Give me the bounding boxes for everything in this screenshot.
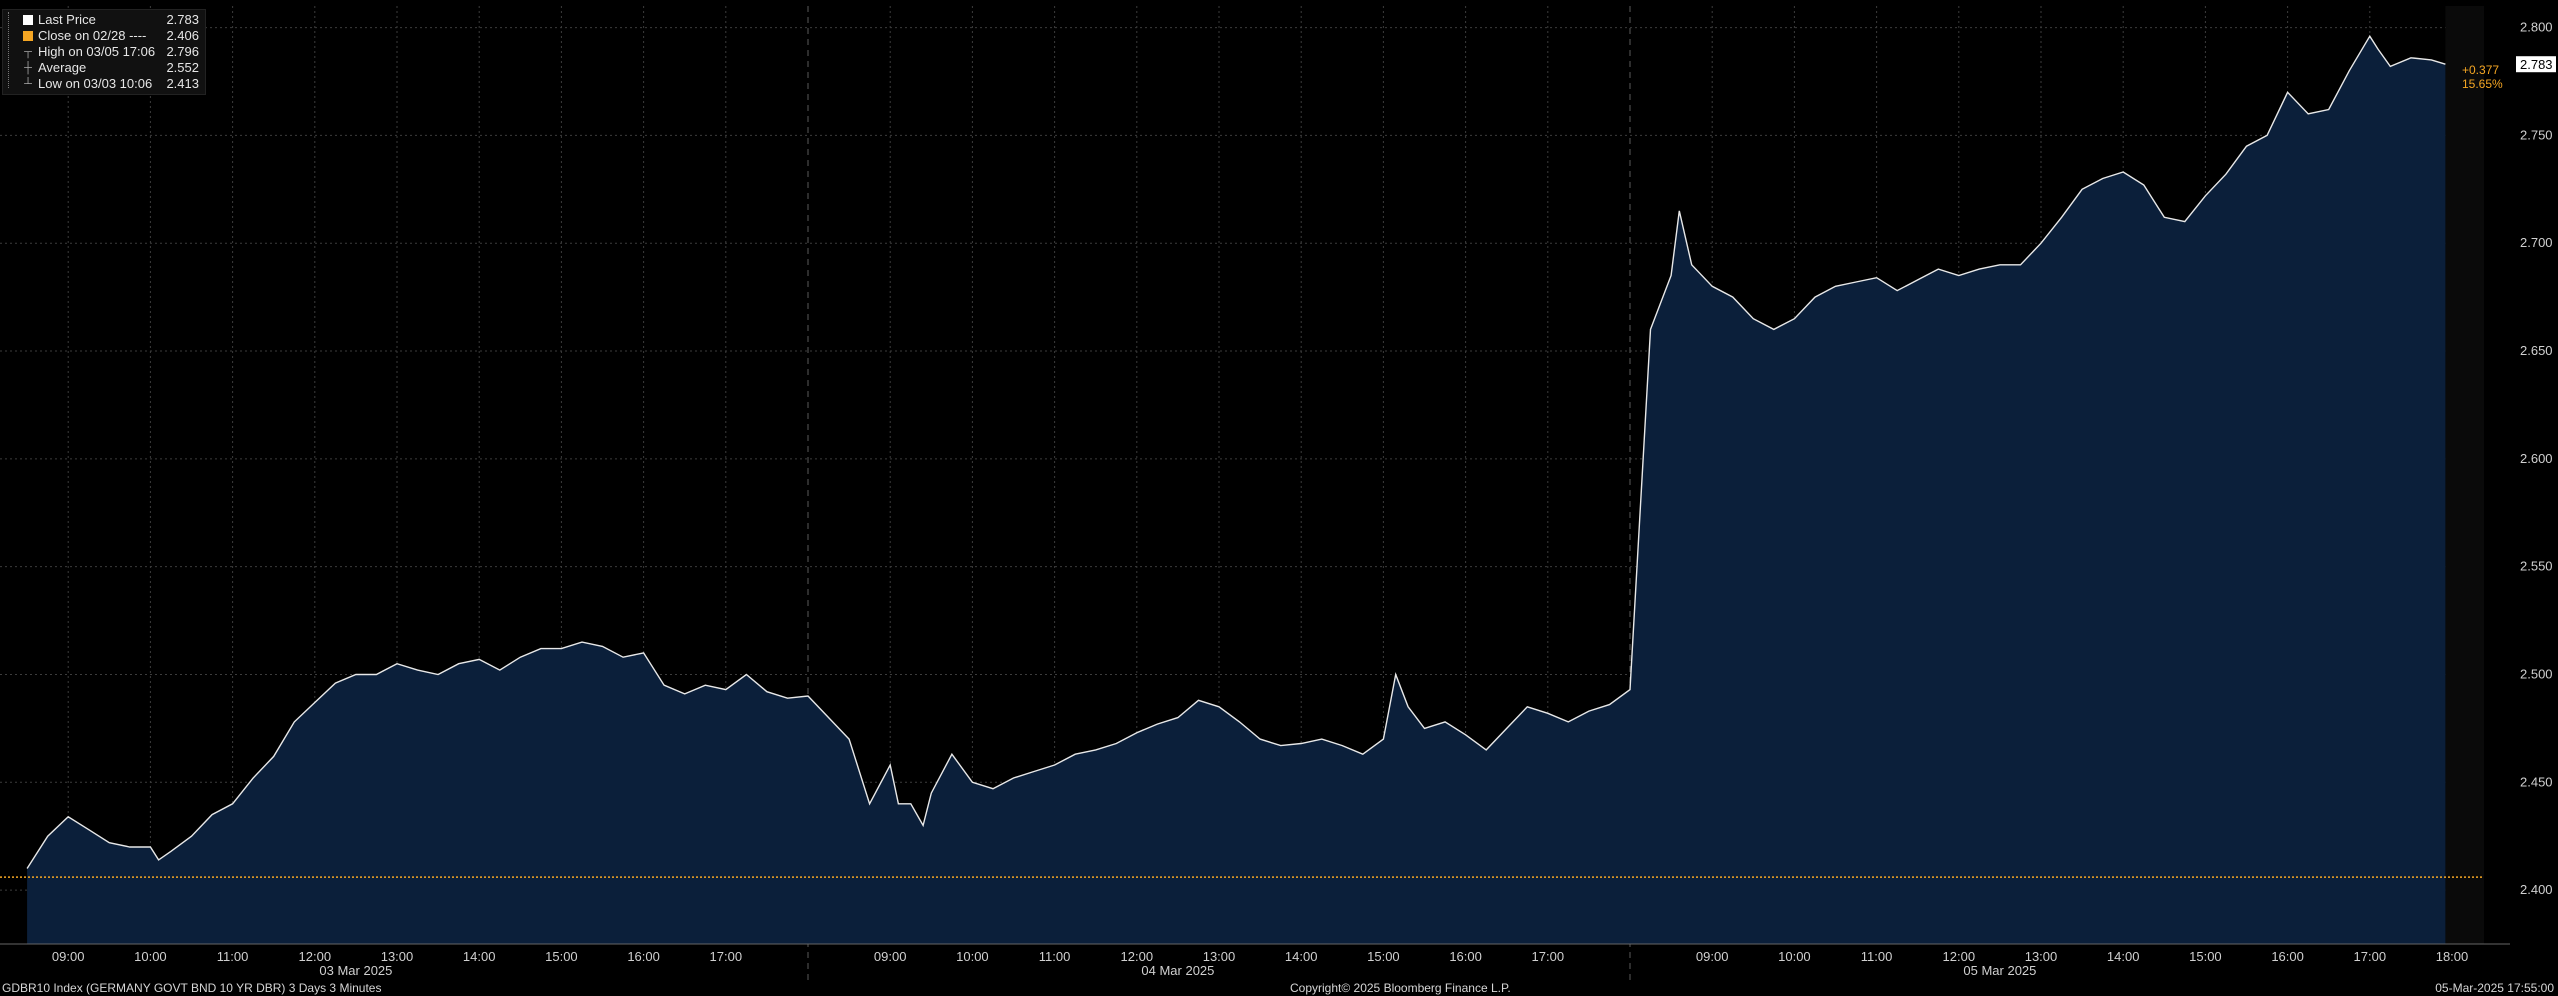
legend-item-last-price[interactable]: Last Price 2.783 <box>3 12 205 28</box>
legend-item-low[interactable]: ┴ Low on 03/03 10:06 2.413 <box>3 76 205 92</box>
y-tick-label: 2.550 <box>2520 559 2553 574</box>
last-price-tag-bg <box>2516 56 2556 73</box>
x-tick-label: 11:00 <box>1861 949 1893 964</box>
y-tick-label: 2.750 <box>2520 127 2553 142</box>
x-tick-label: 13:00 <box>1203 949 1236 964</box>
last-price-tag: 2.783 <box>2520 57 2553 72</box>
price-area <box>27 36 2446 944</box>
x-tick-label: 14:00 <box>2107 949 2140 964</box>
x-tick-label: 10:00 <box>956 949 989 964</box>
footer-copyright: Copyright© 2025 Bloomberg Finance L.P. <box>1290 981 1511 995</box>
price-line <box>26 34 2446 869</box>
footer-security-description: GDBR10 Index (GERMANY GOVT BND 10 YR DBR… <box>2 981 382 995</box>
y-tick-label: 2.800 <box>2520 20 2553 35</box>
y-tick-label: 2.600 <box>2520 451 2553 466</box>
x-tick-label: 09:00 <box>874 949 907 964</box>
y-tick-label: 2.700 <box>2520 235 2553 250</box>
x-tick-label: 15:00 <box>545 949 578 964</box>
y-tick-label: 2.400 <box>2520 882 2553 897</box>
x-date-label: 05 Mar 2025 <box>1963 963 2036 978</box>
average-marker-icon: ┼ <box>24 62 32 74</box>
x-tick-label: 11:00 <box>1039 949 1071 964</box>
x-date-label: 03 Mar 2025 <box>319 963 392 978</box>
x-tick-label: 13:00 <box>2025 949 2058 964</box>
x-tick-label: 11:00 <box>217 949 249 964</box>
x-tick-label: 12:00 <box>1121 949 1154 964</box>
y-tick-label: 2.500 <box>2520 666 2553 681</box>
future-region <box>2445 6 2484 944</box>
orange-square-icon <box>23 31 33 41</box>
footer-timestamp: 05-Mar-2025 17:55:00 <box>2435 981 2554 995</box>
x-tick-label: 09:00 <box>1696 949 1729 964</box>
change-abs-label: +0.377 <box>2462 63 2499 77</box>
change-pct-label: 15.65% <box>2462 77 2503 91</box>
legend: Last Price 2.783 Close on 02/28 ---- 2.4… <box>2 9 206 95</box>
low-marker-icon: ┴ <box>24 78 32 90</box>
x-tick-label: 15:00 <box>2189 949 2222 964</box>
x-tick-label: 18:00 <box>2436 949 2469 964</box>
x-tick-label: 17:00 <box>2354 949 2387 964</box>
y-tick-label: 2.650 <box>2520 343 2553 358</box>
legend-tree-connector <box>8 12 17 88</box>
axes: 2.400 2.450 2.500 2.550 2.600 2.650 2.700 2.750… <box>0 20 2556 978</box>
price-line-path <box>26 34 2446 869</box>
x-tick-label: 17:00 <box>710 949 743 964</box>
white-square-icon <box>23 15 33 25</box>
y-tick-label: 2.450 <box>2520 774 2553 789</box>
high-marker-icon: ┬ <box>24 46 32 58</box>
x-date-label: 04 Mar 2025 <box>1141 963 1214 978</box>
x-tick-label: 15:00 <box>1367 949 1400 964</box>
x-tick-label: 10:00 <box>134 949 167 964</box>
x-tick-label: 16:00 <box>1449 949 1482 964</box>
x-tick-label: 16:00 <box>627 949 660 964</box>
x-tick-label: 12:00 <box>1943 949 1976 964</box>
legend-item-close[interactable]: Close on 02/28 ---- 2.406 <box>3 28 205 44</box>
price-area-fill <box>27 36 2446 944</box>
legend-item-high[interactable]: ┬ High on 03/05 17:06 2.796 <box>3 44 205 60</box>
x-tick-label: 12:00 <box>299 949 332 964</box>
x-tick-label: 17:00 <box>1532 949 1565 964</box>
x-tick-label: 14:00 <box>463 949 496 964</box>
x-tick-label: 16:00 <box>2271 949 2304 964</box>
x-tick-label: 14:00 <box>1285 949 1318 964</box>
legend-item-average[interactable]: ┼ Average 2.552 <box>3 60 205 76</box>
x-tick-label: 09:00 <box>52 949 85 964</box>
x-tick-label: 10:00 <box>1778 949 1811 964</box>
x-tick-label: 13:00 <box>381 949 414 964</box>
